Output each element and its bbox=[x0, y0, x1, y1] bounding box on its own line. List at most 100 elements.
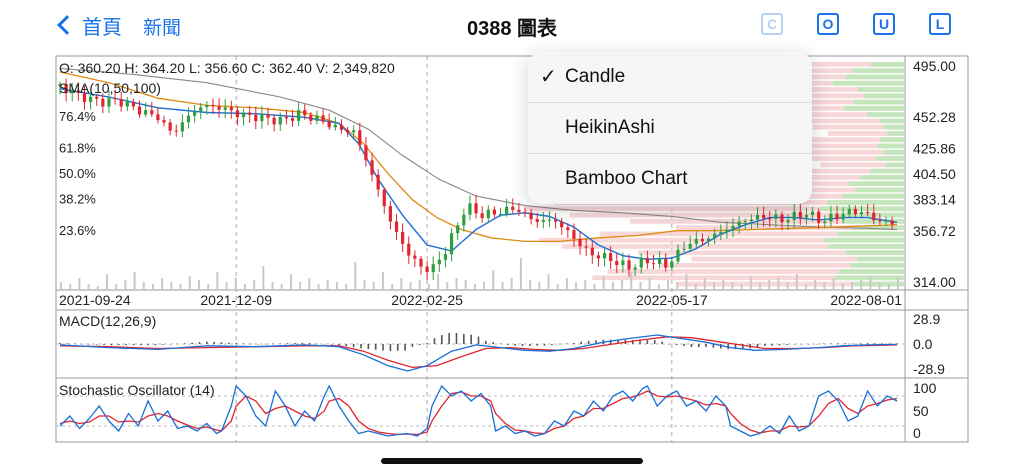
volume-bar bbox=[105, 274, 108, 290]
candle bbox=[266, 114, 270, 118]
volume-bar bbox=[161, 278, 164, 290]
macd-histogram-bar bbox=[551, 344, 553, 346]
volume-profile-bar bbox=[877, 143, 904, 149]
candle bbox=[352, 130, 356, 133]
toolbar-button-o[interactable]: O bbox=[817, 13, 839, 35]
candle bbox=[284, 116, 288, 119]
candle bbox=[670, 261, 674, 268]
volume-bar bbox=[446, 282, 449, 290]
volume-profile-bar bbox=[721, 93, 904, 99]
candle bbox=[810, 211, 815, 216]
price-tick-label: 495.00 bbox=[913, 58, 956, 74]
toolbar-button-u[interactable]: U bbox=[873, 13, 895, 35]
candle bbox=[180, 122, 184, 132]
candle bbox=[254, 114, 258, 122]
candle bbox=[517, 209, 521, 212]
volume-bar bbox=[501, 282, 504, 290]
volume-profile-bar bbox=[887, 131, 904, 136]
candle bbox=[113, 98, 117, 100]
news-button[interactable]: 新聞 bbox=[143, 18, 182, 39]
volume-bar bbox=[427, 284, 430, 290]
menu-item-heikinashi[interactable]: HeikinAshi bbox=[528, 103, 812, 154]
stock-chart[interactable]: 76.4% 61.8% 50.0% 38.2% 23.6% 495.00 452.28 425… bbox=[0, 52, 1024, 458]
menu-item-label: Candle bbox=[565, 66, 626, 87]
volume-profile-bar bbox=[860, 175, 904, 180]
candle bbox=[749, 219, 753, 222]
candle bbox=[82, 92, 87, 103]
candle bbox=[492, 209, 497, 215]
toolbar-button-c[interactable]: C bbox=[761, 13, 783, 35]
volume-profile-bar bbox=[858, 87, 904, 92]
volume-bar bbox=[253, 280, 256, 290]
candle bbox=[584, 246, 588, 248]
macd-histogram-bar bbox=[881, 343, 884, 344]
candle bbox=[107, 98, 111, 107]
candle bbox=[272, 117, 276, 125]
macd-histogram-bar bbox=[617, 339, 619, 344]
volume-profile-bar bbox=[782, 143, 904, 149]
candle bbox=[223, 107, 227, 110]
candle bbox=[817, 211, 821, 223]
candle bbox=[137, 106, 142, 115]
back-button[interactable]: 首頁 bbox=[57, 10, 122, 40]
fib-level-label: 76.4% bbox=[59, 109, 96, 124]
volume-profile-bar bbox=[853, 225, 904, 230]
candle bbox=[835, 213, 839, 220]
volume-bar bbox=[179, 284, 182, 290]
macd-histogram-bar bbox=[543, 344, 546, 346]
candle bbox=[621, 260, 625, 266]
volume-profile-bar bbox=[774, 156, 904, 161]
toolbar-button-l[interactable]: L bbox=[929, 13, 951, 35]
volume-bar bbox=[703, 278, 706, 290]
macd-histogram-bar bbox=[874, 343, 876, 344]
candle bbox=[229, 107, 233, 111]
candle bbox=[315, 115, 319, 121]
volume-profile-bar bbox=[797, 137, 904, 143]
candle bbox=[541, 220, 545, 222]
volume-profile-bar bbox=[867, 112, 904, 117]
candle bbox=[878, 220, 882, 222]
macd-histogram-bar bbox=[81, 343, 83, 345]
candle bbox=[241, 112, 246, 118]
menu-item-bamboo-chart[interactable]: Bamboo Chart bbox=[528, 154, 812, 204]
volume-profile-bar bbox=[600, 231, 904, 237]
volume-bar bbox=[262, 266, 265, 290]
macd-histogram-bar bbox=[242, 343, 245, 344]
menu-item-candle[interactable]: ✓ Candle bbox=[528, 52, 812, 103]
volume-profile-bar bbox=[857, 256, 904, 262]
volume-profile-bar bbox=[827, 200, 904, 205]
sma-legend-label: SMA(10,50,100) bbox=[59, 80, 161, 96]
candle bbox=[456, 225, 460, 234]
macd-histogram-bar bbox=[367, 344, 370, 350]
macd-histogram-bar bbox=[573, 343, 575, 344]
volume-profile-bar bbox=[853, 99, 904, 105]
candle bbox=[676, 249, 680, 262]
candle bbox=[413, 255, 417, 259]
fib-level-label: 61.8% bbox=[59, 141, 96, 156]
macd-histogram-bar bbox=[301, 342, 304, 344]
volume-bar bbox=[87, 284, 90, 290]
candle bbox=[627, 260, 631, 270]
volume-bar bbox=[731, 282, 734, 290]
volume-bar bbox=[722, 280, 725, 290]
macd-histogram-bar bbox=[448, 333, 450, 344]
volume-profile-bar bbox=[630, 218, 904, 224]
volume-bar bbox=[151, 284, 154, 290]
macd-histogram-bar bbox=[609, 339, 612, 344]
candle bbox=[523, 211, 527, 213]
macd-histogram-bar bbox=[705, 344, 707, 348]
macd-histogram-bar bbox=[382, 344, 384, 351]
macd-histogram-bar bbox=[661, 341, 663, 344]
macd-histogram-bar bbox=[778, 344, 781, 346]
candle bbox=[382, 189, 386, 207]
volume-bar bbox=[345, 284, 348, 290]
volume-profile-bar bbox=[848, 181, 904, 187]
nav-bar: 首頁 新聞 0388 圖表 C O U L bbox=[0, 0, 1024, 52]
fib-level-label: 50.0% bbox=[59, 166, 96, 181]
macd-histogram-bar bbox=[147, 344, 149, 346]
macd-histogram-bar bbox=[117, 344, 120, 346]
candle bbox=[321, 115, 325, 122]
macd-histogram-bar bbox=[896, 343, 898, 344]
volume-bar bbox=[519, 258, 522, 290]
volume-bar bbox=[96, 286, 99, 290]
